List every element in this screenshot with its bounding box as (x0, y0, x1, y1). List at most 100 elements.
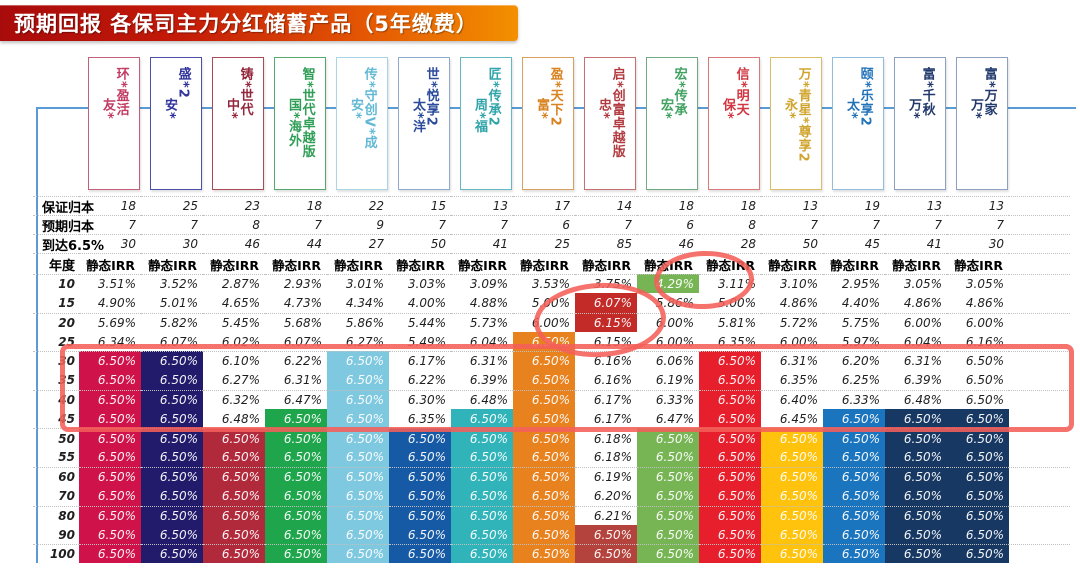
irr-cell: 6.30% (389, 389, 451, 409)
irr-cell: 6.50% (389, 447, 451, 467)
static-irr-header-value: 静态IRR (885, 253, 947, 274)
irr-cell: 6.50% (79, 505, 141, 525)
irr-cell: 6.50% (947, 524, 1009, 545)
irr-cell: 6.50% (575, 544, 637, 564)
product-company: 国*海外 (286, 98, 301, 148)
year-label: 25 (58, 334, 75, 349)
guaranteed-breakeven-value: 13 (761, 196, 823, 215)
irr-cell: 6.50% (699, 466, 761, 487)
irr-cell: 6.50% (451, 409, 513, 429)
irr-cell: 6.50% (513, 428, 575, 448)
irr-cell: 6.50% (637, 447, 699, 467)
product-box-15: 万* 富*万家 (956, 57, 1008, 190)
irr-cell: 6.50% (513, 466, 575, 487)
irr-cell: 6.48% (221, 411, 260, 426)
guaranteed-breakeven-value: 25 (141, 196, 203, 215)
irr-cell: 6.50% (699, 428, 761, 448)
irr-cell: 6.50% (141, 389, 203, 410)
irr-cell: 3.53% (513, 274, 575, 293)
expected-breakeven-value: 7 (451, 215, 513, 234)
irr-cell: 6.50% (947, 428, 1009, 448)
irr-cell: 6.50% (141, 524, 203, 545)
irr-cell: 6.50% (327, 389, 389, 410)
expected-breakeven-value: 7 (885, 215, 947, 234)
irr-cell: 6.50% (947, 544, 1009, 564)
irr-cell: 6.50% (699, 409, 761, 429)
irr-cell: 6.22% (265, 351, 327, 370)
irr-cell: 6.04% (469, 334, 508, 349)
product-name: 宏*传承 (671, 67, 687, 117)
irr-cell: 6.50% (947, 409, 1009, 429)
irr-cell: 6.50% (141, 544, 203, 564)
row-filler (1009, 351, 1070, 370)
irr-cell: 6.48% (885, 389, 947, 409)
product-name: 匠*传承2 (485, 67, 501, 127)
irr-cell: 6.50% (265, 524, 327, 545)
irr-cell: 6.50% (513, 524, 575, 545)
product-company: 富* (534, 98, 549, 120)
year-label: 55 (58, 450, 75, 465)
irr-cell: 6.50% (79, 428, 141, 448)
irr-cell: 6.50% (389, 505, 451, 525)
irr-cell: 6.50% (885, 428, 947, 448)
irr-cell: 4.88% (469, 295, 508, 310)
irr-cell: 6.50% (513, 331, 575, 352)
irr-cell: 4.00% (407, 295, 446, 310)
irr-cell: 6.50% (947, 389, 1009, 409)
irr-cell: 6.07% (159, 334, 198, 349)
row-filler (1009, 466, 1070, 486)
product-name: 富*千秋 (919, 67, 935, 117)
product-box-12: 永* 万*青星*尊享2 (770, 57, 822, 190)
irr-cell: 6.50% (699, 505, 761, 525)
irr-cell: 6.50% (699, 544, 761, 564)
irr-cell: 6.50% (389, 428, 451, 448)
irr-cell: 2.93% (265, 274, 327, 293)
reach-6-5-value: 46 (637, 234, 699, 253)
irr-cell: 6.50% (513, 486, 575, 506)
irr-cell: 6.48% (451, 389, 513, 409)
irr-cell: 4.86% (903, 295, 942, 310)
static-irr-header-value: 静态IRR (79, 253, 141, 274)
reach-6-5-value: 45 (823, 234, 885, 253)
product-name: 铸*世代 (237, 67, 253, 117)
irr-cell: 3.01% (327, 274, 389, 293)
irr-cell: 6.50% (327, 524, 389, 545)
irr-cell: 6.50% (451, 486, 513, 506)
static-irr-header-value: 静态IRR (761, 253, 823, 274)
irr-cell: 3.03% (389, 274, 451, 293)
irr-cell: 6.50% (327, 466, 389, 487)
irr-cell: 2.95% (823, 274, 885, 293)
product-name: 盈*天下2 (547, 67, 563, 127)
irr-cell: 6.39% (903, 373, 942, 388)
product-box-4: 国*海外 智*世代卓越版 (274, 57, 326, 190)
irr-cell: 6.50% (203, 524, 265, 545)
irr-cell: 6.50% (265, 544, 327, 564)
irr-cell: 6.50% (389, 544, 451, 564)
product-box-10: 宏* 宏*传承 (646, 57, 698, 190)
expected-breakeven-value: 7 (141, 215, 203, 234)
irr-cell: 6.40% (761, 389, 823, 409)
irr-cell: 6.50% (513, 389, 575, 410)
irr-cell: 6.50% (327, 351, 389, 371)
irr-cell: 6.50% (965, 373, 1004, 388)
irr-cell: 6.50% (699, 389, 761, 410)
irr-cell: 6.50% (513, 409, 575, 429)
irr-cell: 6.15% (575, 312, 637, 332)
irr-cell: 6.50% (203, 486, 265, 506)
static-irr-header-value: 静态IRR (513, 253, 575, 274)
irr-cell: 6.50% (203, 505, 265, 525)
year-label: 80 (33, 505, 79, 525)
irr-cell: 6.07% (575, 293, 637, 313)
expected-breakeven-value: 9 (327, 215, 389, 234)
irr-cell: 6.50% (265, 409, 327, 429)
irr-cell: 6.02% (221, 334, 260, 349)
irr-cell: 6.50% (79, 524, 141, 545)
product-name: 信*明天 (733, 67, 749, 117)
irr-cell: 6.31% (761, 351, 823, 370)
irr-cell: 6.50% (699, 351, 761, 371)
irr-cell: 6.50% (885, 544, 947, 564)
row-filler (1009, 389, 1070, 409)
irr-cell: 6.50% (203, 544, 265, 564)
irr-cell: 6.50% (885, 447, 947, 467)
product-box-11: 保* 信*明天 (708, 57, 760, 190)
